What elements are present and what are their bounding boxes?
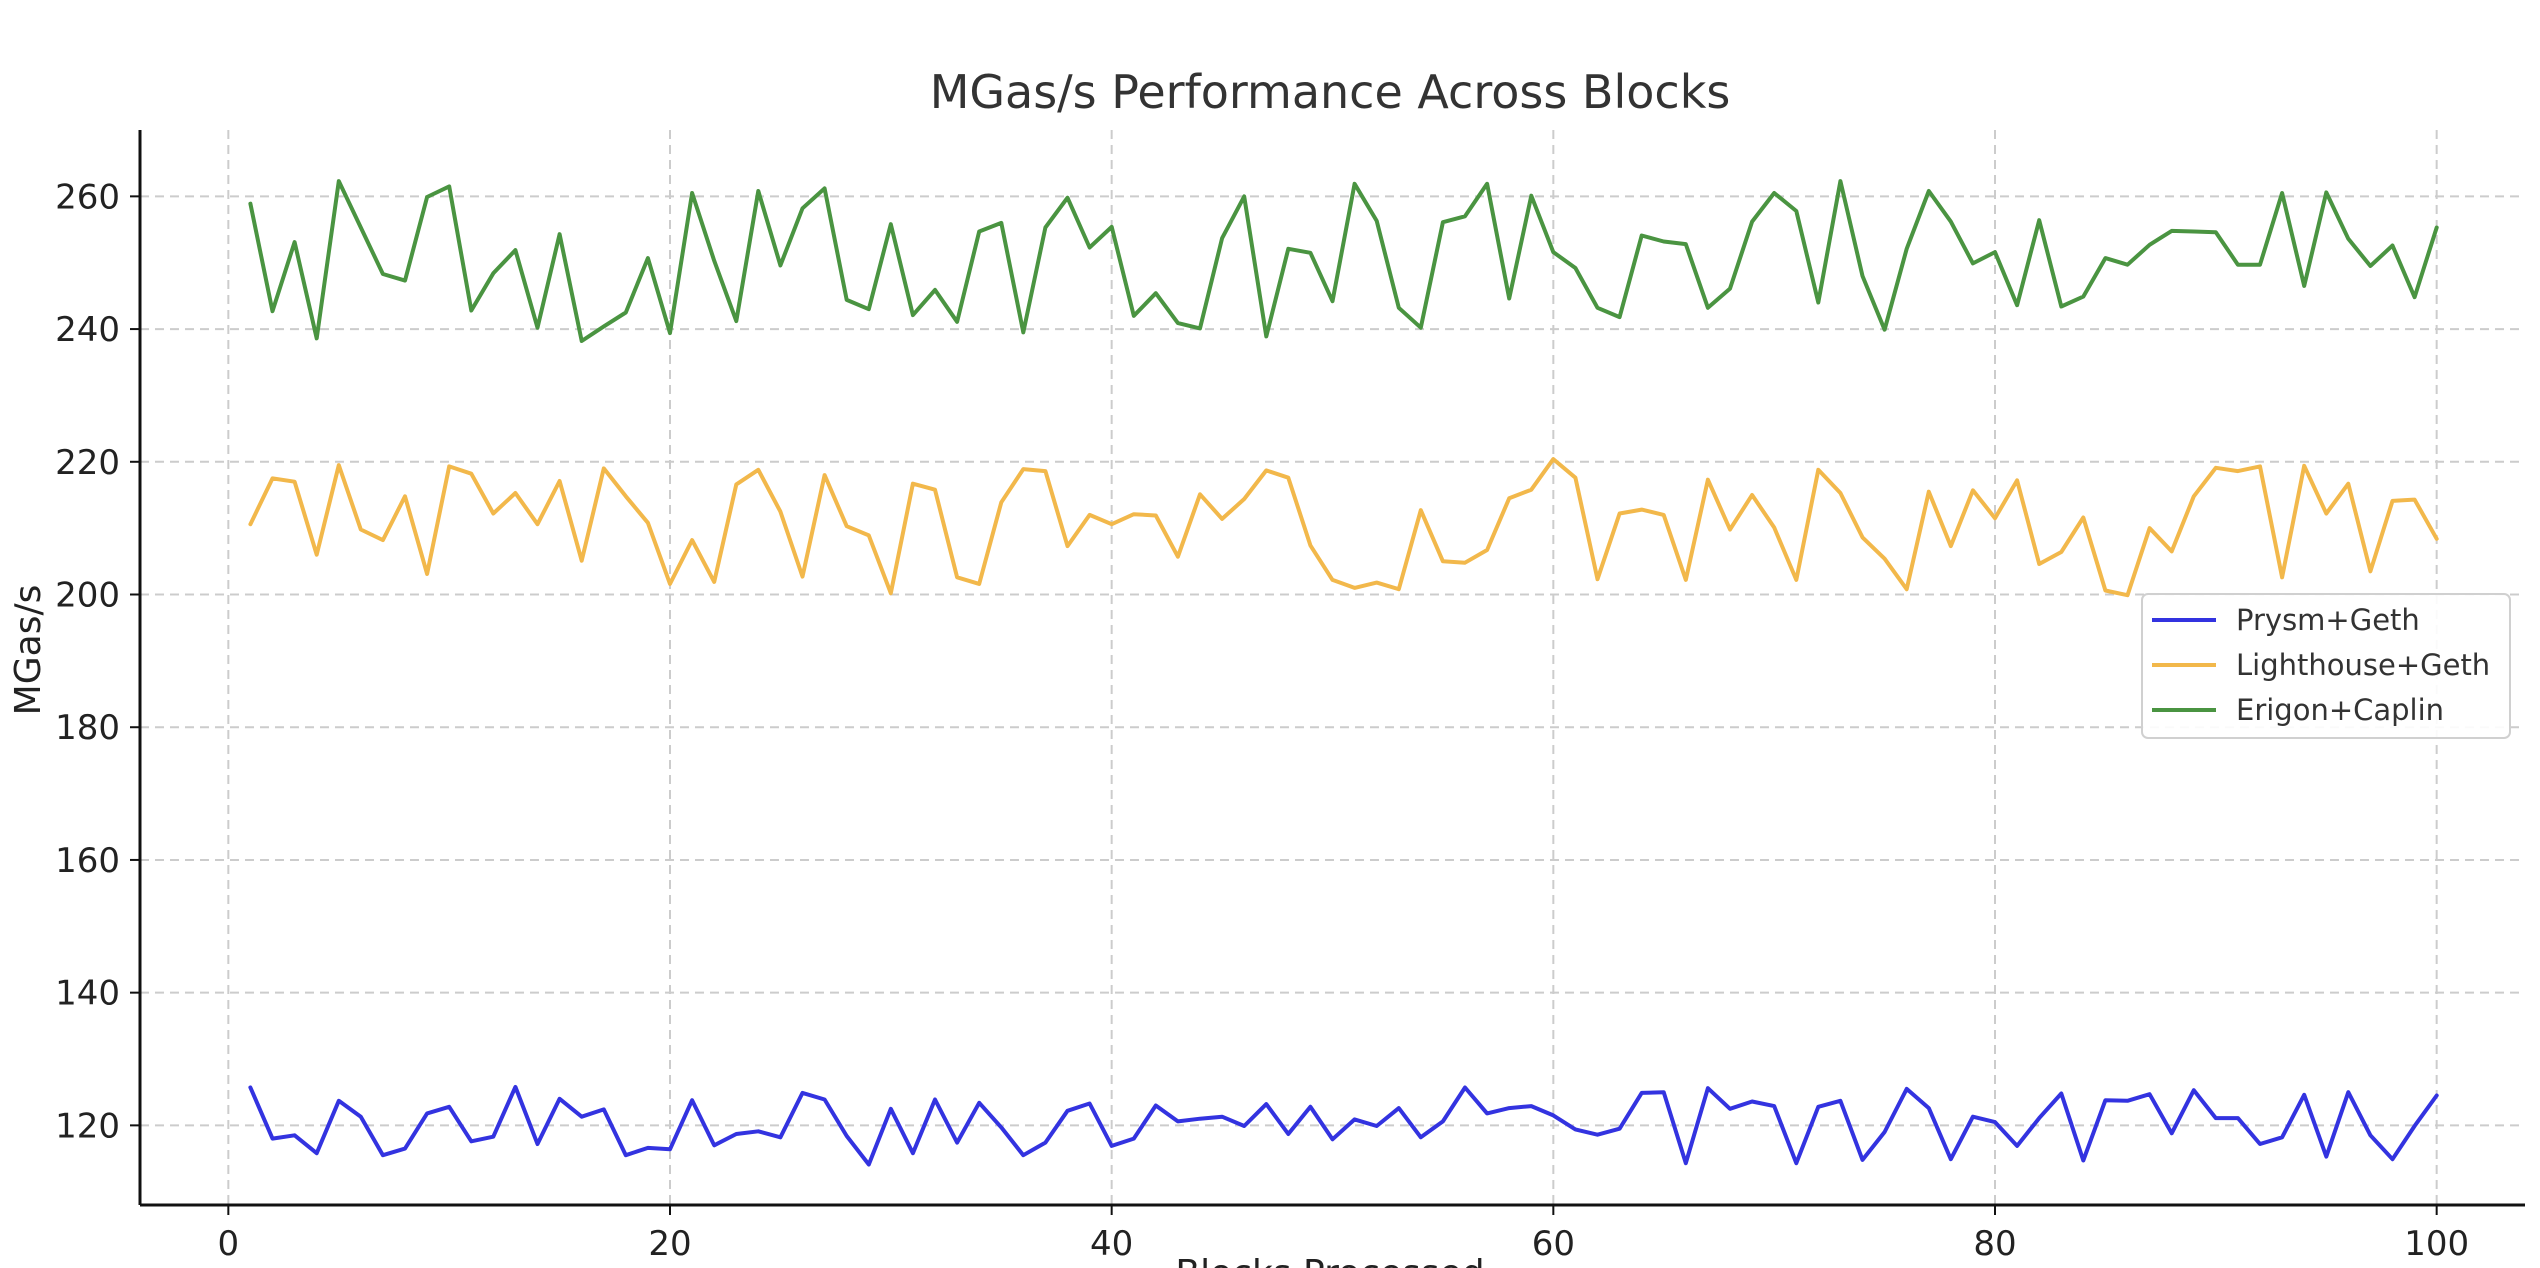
series-line-erigon-caplin [248,179,2439,343]
x-tick-label: 20 [648,1224,691,1264]
legend-label-erigon-caplin: Erigon+Caplin [2236,693,2444,727]
y-axis-label: MGas/s [8,585,49,716]
x-tick-label: 60 [1532,1224,1575,1264]
x-tick-label: 0 [218,1224,240,1264]
y-tick-label: 240 [55,310,120,350]
y-tick-label: 120 [55,1106,120,1146]
y-tick-label: 220 [55,443,120,483]
legend: Prysm+Geth Lighthouse+Geth Erigon+Caplin [2141,593,2511,739]
legend-box [2141,593,2511,739]
x-tick-label: 40 [1090,1224,1133,1264]
x-axis-label: Blocks Processed [1175,1253,1484,1268]
y-tick-label: 140 [55,974,120,1014]
y-axis-ticks: 120 140 160 180 200 220 240 260 [55,177,140,1146]
series-lines [248,179,2439,1167]
series-line-lighthouse-geth [248,457,2439,598]
series-line-prysm-geth [248,1084,2439,1167]
x-axis-ticks: 0 20 40 60 80 100 [218,1205,2469,1264]
x-tick-label: 100 [2404,1224,2469,1264]
legend-label-lighthouse-geth: Lighthouse+Geth [2236,648,2490,682]
x-tick-label: 80 [1973,1224,2016,1264]
y-tick-label: 180 [55,708,120,748]
y-tick-label: 260 [55,177,120,217]
chart-title: MGas/s Performance Across Blocks [930,65,1731,119]
legend-label-prysm-geth: Prysm+Geth [2236,603,2420,637]
y-tick-label: 160 [55,841,120,881]
y-tick-label: 200 [55,576,120,616]
